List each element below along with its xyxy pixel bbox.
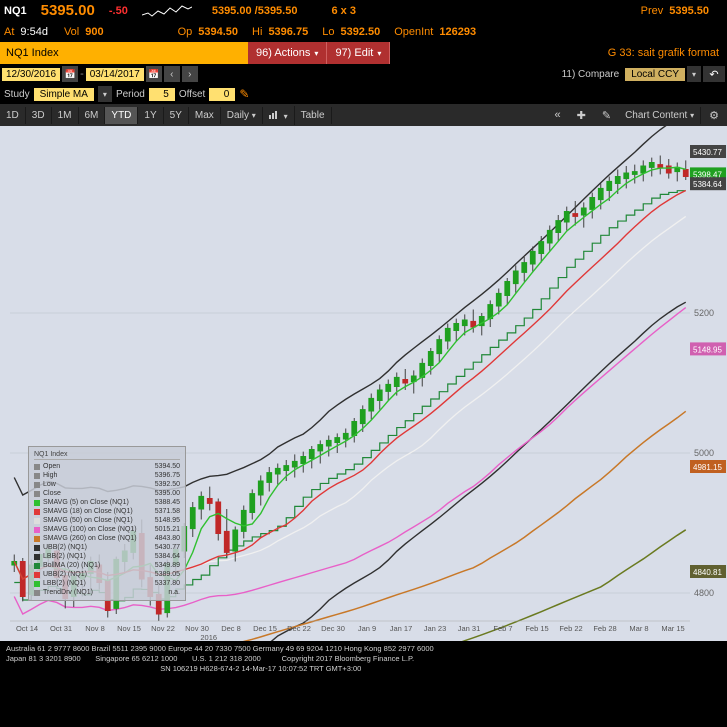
svg-text:5000: 5000 (694, 448, 714, 458)
compare-field[interactable]: Local CCY (625, 68, 685, 81)
timeframe-ytd[interactable]: YTD (105, 107, 138, 124)
timeframe-5y[interactable]: 5Y (164, 107, 189, 124)
timeframe-3d[interactable]: 3D (26, 107, 52, 124)
prev-value: 5395.50 (669, 5, 709, 17)
offset-label: Offset (179, 89, 206, 100)
quote-row-1: NQ1 5395.00 -.50 5395.00 /5395.50 6 x 3 … (0, 0, 727, 21)
svg-text:Jan 31: Jan 31 (458, 624, 481, 633)
hi-value: 5396.75 (268, 26, 308, 38)
svg-text:Nov 15: Nov 15 (117, 624, 141, 633)
pencil-icon[interactable]: ✎ (239, 87, 249, 101)
timeframe-1d[interactable]: 1D (0, 107, 26, 124)
bid-ask: 5395.00 /5395.50 (212, 5, 298, 17)
lo-label: Lo (322, 26, 334, 38)
date-from-input[interactable]: 12/30/2016 (2, 68, 60, 81)
svg-text:Dec 30: Dec 30 (321, 624, 345, 633)
date-to-input[interactable]: 03/14/2017 (86, 68, 144, 81)
footer: Australia 61 2 9777 8600 Brazil 5511 239… (0, 641, 727, 681)
compare-label[interactable]: 11) Compare (562, 69, 620, 80)
sparkline-icon (142, 3, 192, 19)
scale-select[interactable]: ▾ (263, 106, 295, 125)
svg-text:5430.77: 5430.77 (693, 148, 722, 157)
svg-text:5384.64: 5384.64 (693, 180, 722, 189)
actions-button[interactable]: 96) Actions▾ (248, 42, 327, 64)
svg-text:Nov 8: Nov 8 (85, 624, 105, 633)
add-annotation-icon[interactable]: ✚ (569, 106, 594, 125)
svg-text:Mar 8: Mar 8 (629, 624, 648, 633)
market-size: 6 x 3 (331, 5, 355, 17)
legend-box: NQ1 IndexOpen5394.50High5396.75Low5392.5… (28, 446, 186, 601)
period-label: Period (116, 89, 145, 100)
edit-button[interactable]: 97) Edit▾ (327, 42, 390, 64)
ticker-symbol: NQ1 (4, 5, 27, 17)
lo-value: 5392.50 (340, 26, 380, 38)
study-bar: Study Simple MA ▾ Period 5 Offset 0 ✎ (0, 84, 727, 104)
period-input[interactable]: 5 (149, 88, 175, 101)
svg-text:4800: 4800 (694, 588, 714, 598)
offset-input[interactable]: 0 (209, 88, 235, 101)
study-dropdown-icon[interactable]: ▾ (98, 86, 112, 102)
quote-time: 9:54d (20, 26, 48, 38)
op-label: Op (178, 26, 193, 38)
action-bar: NQ1 Index 96) Actions▾ 97) Edit▾ G 33: s… (0, 42, 727, 64)
vol-label: Vol (64, 26, 79, 38)
change: -.50 (109, 5, 128, 17)
svg-text:Oct 14: Oct 14 (16, 624, 38, 633)
calendar-icon[interactable]: 📅 (62, 66, 78, 82)
study-select[interactable]: Simple MA (34, 88, 94, 101)
collapse-icon[interactable]: « (547, 106, 569, 124)
svg-text:Dec 8: Dec 8 (221, 624, 241, 633)
last-price: 5395.00 (41, 2, 95, 19)
oi-label: OpenInt (394, 26, 433, 38)
svg-text:Jan 17: Jan 17 (390, 624, 413, 633)
next-range-button[interactable]: › (182, 66, 198, 82)
svg-text:Feb 28: Feb 28 (593, 624, 616, 633)
study-label: Study (4, 89, 30, 100)
svg-text:Dec 15: Dec 15 (253, 624, 277, 633)
vol-value: 900 (85, 26, 103, 38)
compare-dropdown-icon[interactable]: ▾ (687, 66, 701, 82)
table-button[interactable]: Table (295, 107, 332, 124)
interval-select[interactable]: Daily ▾ (221, 107, 263, 124)
svg-text:5200: 5200 (694, 308, 714, 318)
svg-text:4840.81: 4840.81 (693, 568, 722, 577)
footer-line-3: SN 106219 H628-674-2 14-Mar-17 10:07:52 … (6, 664, 721, 674)
op-value: 5394.50 (198, 26, 238, 38)
annotate-icon[interactable]: ✎ (594, 106, 619, 125)
svg-text:2016: 2016 (200, 633, 217, 641)
timeframe-bar: 1D3D1M6MYTD1Y5YMax Daily ▾ ▾ Table « ✚ ✎… (0, 104, 727, 126)
svg-text:Feb 15: Feb 15 (525, 624, 548, 633)
oi-value: 126293 (439, 26, 476, 38)
svg-text:Mar 15: Mar 15 (661, 624, 684, 633)
date-bar: 12/30/2016 📅 - 03/14/2017 📅 ‹ › 11) Comp… (0, 64, 727, 84)
at-label: At (4, 26, 14, 38)
svg-text:Dec 22: Dec 22 (287, 624, 311, 633)
back-icon[interactable]: ↶ (703, 66, 725, 82)
status-message: G 33: sait grafik format (390, 47, 727, 59)
prev-range-button[interactable]: ‹ (164, 66, 180, 82)
timeframe-1m[interactable]: 1M (52, 107, 79, 124)
footer-line-2: Japan 81 3 3201 8900 Singapore 65 6212 1… (6, 654, 721, 664)
timeframe-1y[interactable]: 1Y (138, 107, 163, 124)
svg-text:Nov 22: Nov 22 (151, 624, 175, 633)
ticker-input[interactable]: NQ1 Index (0, 42, 248, 64)
svg-text:Oct 31: Oct 31 (50, 624, 72, 633)
chart-content-button[interactable]: Chart Content ▾ (619, 107, 701, 124)
footer-line-1: Australia 61 2 9777 8600 Brazil 5511 239… (6, 644, 721, 654)
svg-text:Jan 9: Jan 9 (358, 624, 376, 633)
prev-label: Prev (641, 5, 664, 17)
svg-text:Feb 22: Feb 22 (559, 624, 582, 633)
svg-text:5148.95: 5148.95 (693, 345, 722, 354)
svg-text:Jan 23: Jan 23 (424, 624, 447, 633)
quote-row-2: At 9:54d Vol 900 Op 5394.50 Hi 5396.75 L… (0, 21, 727, 42)
chart-panel[interactable]: 4800500052005430.775398.475384.645148.95… (0, 126, 727, 641)
settings-gear-icon[interactable]: ⚙ (701, 106, 727, 125)
timeframe-max[interactable]: Max (189, 107, 221, 124)
calendar-icon[interactable]: 📅 (146, 66, 162, 82)
svg-text:Nov 30: Nov 30 (185, 624, 209, 633)
svg-text:4981.15: 4981.15 (693, 463, 722, 472)
timeframe-6m[interactable]: 6M (79, 107, 106, 124)
svg-text:Feb 7: Feb 7 (493, 624, 512, 633)
hi-label: Hi (252, 26, 262, 38)
